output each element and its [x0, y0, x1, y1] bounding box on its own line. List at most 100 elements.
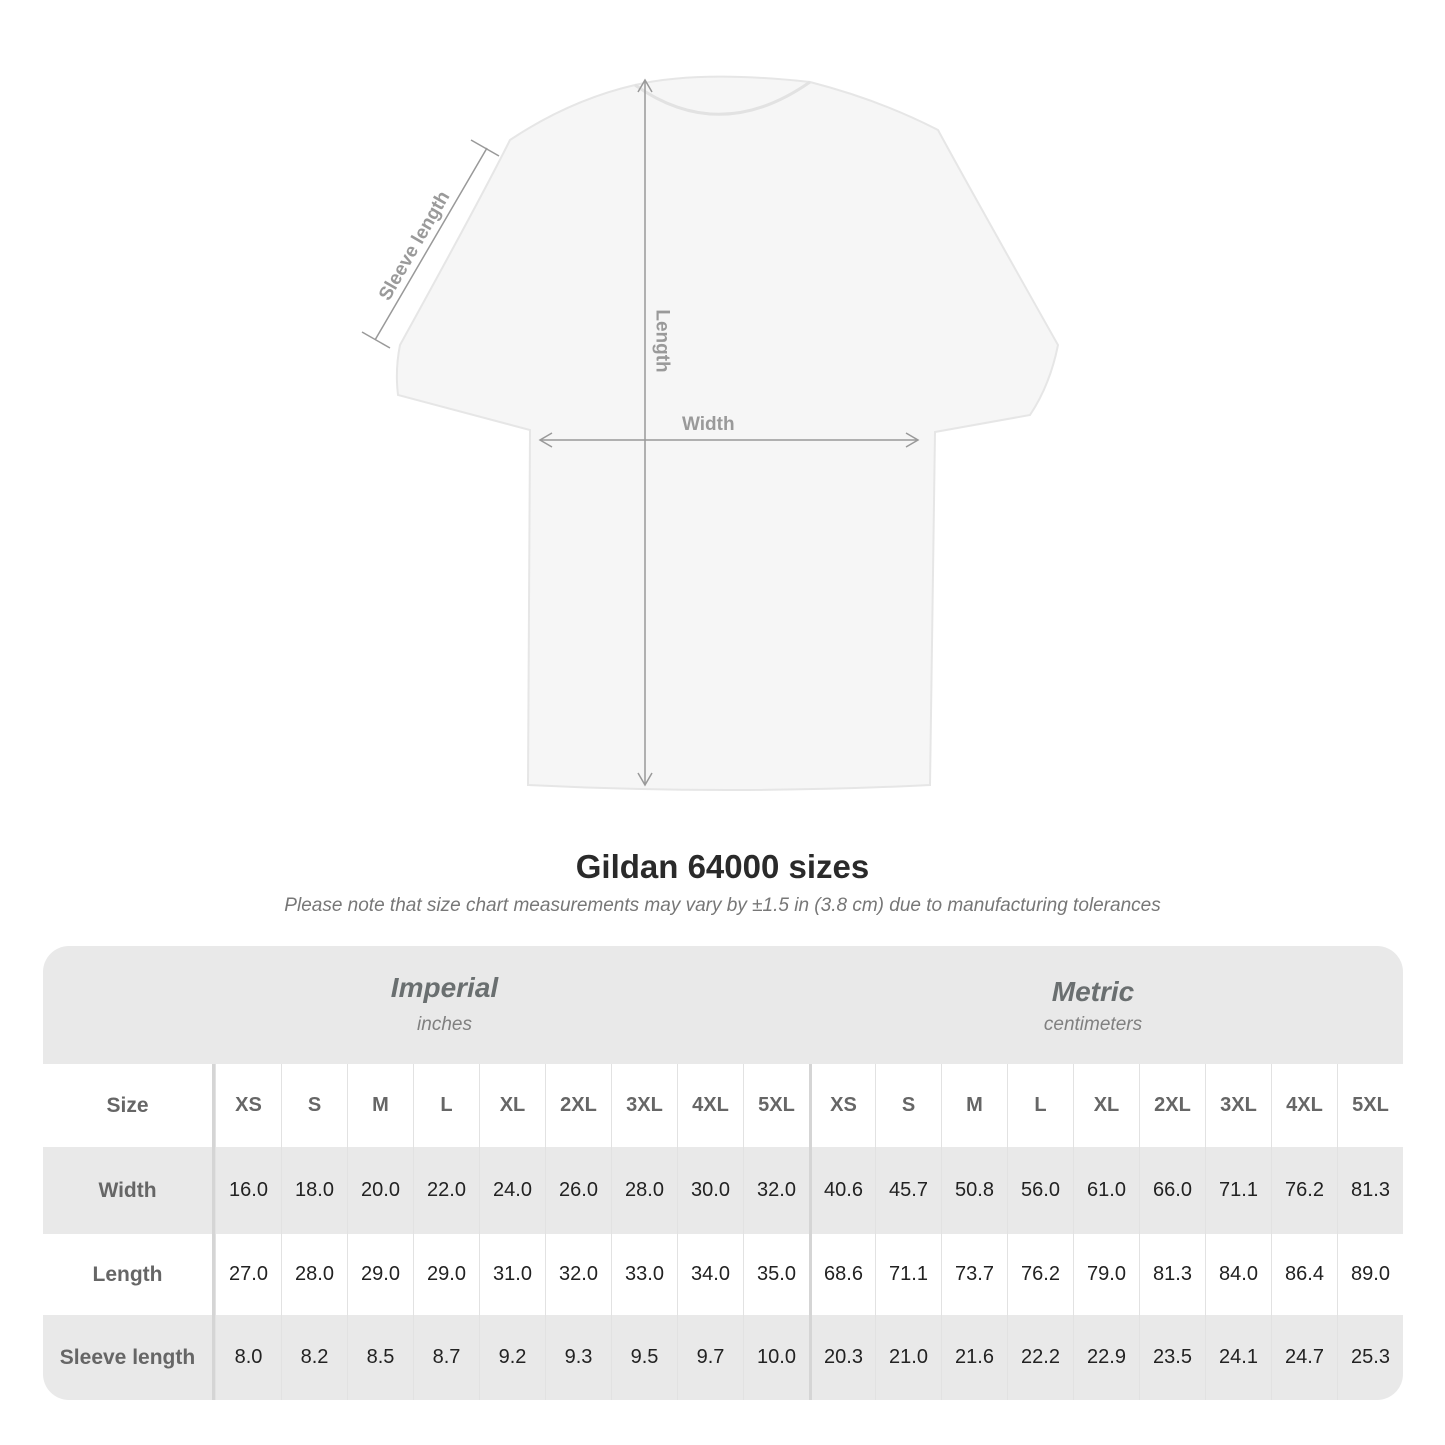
imperial-value-cell: 31.0: [479, 1234, 545, 1315]
imperial-value-cell: 34.0: [677, 1234, 743, 1315]
tshirt-illustration: [361, 75, 1060, 791]
imperial-value-cell: 18.0: [281, 1147, 347, 1234]
size-header-cell: 2XL: [1139, 1064, 1205, 1147]
imperial-value-cell: 8.0: [215, 1315, 281, 1400]
imperial-header: Imperial inches: [215, 946, 674, 1064]
metric-header: Metric centimeters: [808, 946, 1378, 1064]
metric-value-cell: 81.3: [1337, 1147, 1403, 1234]
metric-unit: centimeters: [1043, 1014, 1143, 1035]
row-label: Size: [43, 1064, 215, 1147]
metric-value-cell: 45.7: [875, 1147, 941, 1234]
size-header-cell: XL: [479, 1064, 545, 1147]
page-title: Gildan 64000 sizes: [575, 848, 870, 885]
metric-value-cell: 79.0: [1073, 1234, 1139, 1315]
metric-value-cell: 89.0: [1337, 1234, 1403, 1315]
imperial-value-cell: 27.0: [215, 1234, 281, 1315]
metric-value-cell: 76.2: [1007, 1234, 1073, 1315]
row-label: Sleeve length: [43, 1315, 215, 1400]
imperial-value-cell: 20.0: [347, 1147, 413, 1234]
size-header-cell: XS: [809, 1064, 875, 1147]
tolerance-note: Please note that size chart measurements…: [284, 895, 1161, 916]
metric-value-cell: 86.4: [1271, 1234, 1337, 1315]
table-row: Length 27.0 28.0 29.0 29.0 31.0 32.0 33.0 34.0 35…: [43, 1234, 1403, 1315]
size-header-cell: XL: [1073, 1064, 1139, 1147]
size-header-cell: M: [941, 1064, 1007, 1147]
size-header-cell: S: [875, 1064, 941, 1147]
length-label: Length: [651, 309, 673, 373]
sleeve-line: [374, 147, 488, 341]
size-header-cell: 3XL: [611, 1064, 677, 1147]
imperial-value-cell: 9.2: [479, 1315, 545, 1400]
imperial-value-cell: 16.0: [215, 1147, 281, 1234]
row-label: Length: [43, 1234, 215, 1315]
metric-value-cell: 71.1: [1205, 1147, 1271, 1234]
metric-value-cell: 21.0: [875, 1315, 941, 1400]
metric-value-cell: 24.1: [1205, 1315, 1271, 1400]
size-header-cell: 5XL: [743, 1064, 809, 1147]
size-header-row: Size XS S M L XL 2XL 3XL 4XL 5XL XS S M L XL 2XL 3XL 4XL 5…: [43, 1064, 1403, 1147]
imperial-value-cell: 29.0: [413, 1234, 479, 1315]
metric-value-cell: 22.9: [1073, 1315, 1139, 1400]
metric-value-cell: 40.6: [809, 1147, 875, 1234]
imperial-value-cell: 28.0: [281, 1234, 347, 1315]
metric-value-cell: 25.3: [1337, 1315, 1403, 1400]
imperial-value-cell: 29.0: [347, 1234, 413, 1315]
imperial-value-cell: 35.0: [743, 1234, 809, 1315]
metric-value-cell: 71.1: [875, 1234, 941, 1315]
size-header-cell: 2XL: [545, 1064, 611, 1147]
size-header-cell: 4XL: [677, 1064, 743, 1147]
metric-value-cell: 21.6: [941, 1315, 1007, 1400]
imperial-value-cell: 8.2: [281, 1315, 347, 1400]
metric-value-cell: 76.2: [1271, 1147, 1337, 1234]
size-header-cell: L: [1007, 1064, 1073, 1147]
imperial-value-cell: 32.0: [743, 1147, 809, 1234]
width-arrow-right: [905, 432, 920, 448]
size-header-cell: 3XL: [1205, 1064, 1271, 1147]
metric-value-cell: 73.7: [941, 1234, 1007, 1315]
size-header-cell: XS: [215, 1064, 281, 1147]
imperial-value-cell: 33.0: [611, 1234, 677, 1315]
imperial-value-cell: 10.0: [743, 1315, 809, 1400]
imperial-title: Imperial: [390, 972, 499, 1003]
size-header-cell: 5XL: [1337, 1064, 1403, 1147]
row-label: Width: [43, 1147, 215, 1234]
imperial-value-cell: 9.3: [545, 1315, 611, 1400]
imperial-value-cell: 30.0: [677, 1147, 743, 1234]
size-header-cell: M: [347, 1064, 413, 1147]
metric-value-cell: 66.0: [1139, 1147, 1205, 1234]
imperial-value-cell: 9.5: [611, 1315, 677, 1400]
tshirt-shape: [395, 75, 1060, 791]
length-arrow-bottom: [637, 772, 653, 787]
size-header-cell: L: [413, 1064, 479, 1147]
metric-value-cell: 81.3: [1139, 1234, 1205, 1315]
metric-value-cell: 68.6: [809, 1234, 875, 1315]
tshirt-collar: [634, 80, 811, 116]
size-header-cell: S: [281, 1064, 347, 1147]
metric-title: Metric: [1051, 976, 1135, 1007]
metric-value-cell: 56.0: [1007, 1147, 1073, 1234]
imperial-value-cell: 9.7: [677, 1315, 743, 1400]
sleeve-tick-top: [470, 139, 500, 157]
metric-value-cell: 84.0: [1205, 1234, 1271, 1315]
width-arrow-left: [538, 432, 553, 448]
metric-value-cell: 50.8: [941, 1147, 1007, 1234]
metric-value-cell: 20.3: [809, 1315, 875, 1400]
size-header-cell: 4XL: [1271, 1064, 1337, 1147]
imperial-value-cell: 26.0: [545, 1147, 611, 1234]
metric-value-cell: 22.2: [1007, 1315, 1073, 1400]
imperial-value-cell: 28.0: [611, 1147, 677, 1234]
imperial-value-cell: 22.0: [413, 1147, 479, 1234]
sleeve-tick-bottom: [361, 331, 391, 349]
imperial-value-cell: 32.0: [545, 1234, 611, 1315]
metric-value-cell: 61.0: [1073, 1147, 1139, 1234]
metric-value-cell: 23.5: [1139, 1315, 1205, 1400]
length-arrow-top: [637, 78, 653, 93]
size-table: Imperial inches Metric centimeters Size X…: [43, 946, 1403, 1400]
imperial-unit: inches: [417, 1014, 472, 1035]
imperial-value-cell: 8.5: [347, 1315, 413, 1400]
imperial-value-cell: 24.0: [479, 1147, 545, 1234]
metric-value-cell: 24.7: [1271, 1315, 1337, 1400]
imperial-value-cell: 8.7: [413, 1315, 479, 1400]
table-row: Width 16.0 18.0 20.0 22.0 24.0 26.0 28.0 30.0 32.…: [43, 1147, 1403, 1234]
table-row: Sleeve length 8.0 8.2 8.5 8.7 9.2 9.3 9.5 9.7 10.…: [43, 1315, 1403, 1400]
